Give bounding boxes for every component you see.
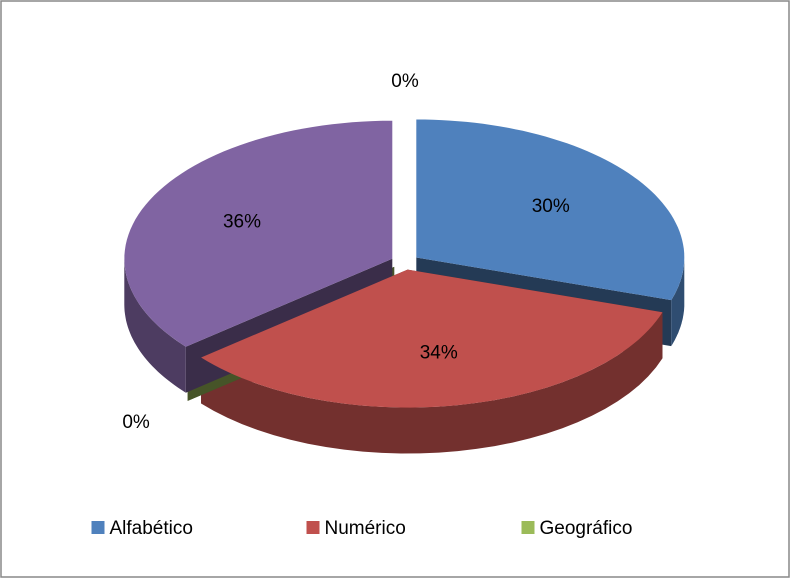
legend-swatch bbox=[306, 521, 320, 534]
slice bbox=[201, 269, 663, 408]
data-label: 34% bbox=[420, 343, 458, 364]
legend-label: Alfabético bbox=[110, 518, 193, 539]
data-label: 30% bbox=[532, 196, 570, 217]
legend-label: Numérico bbox=[325, 518, 406, 539]
data-label: 0% bbox=[391, 71, 419, 92]
legend-swatch bbox=[521, 521, 535, 534]
slice bbox=[124, 120, 393, 347]
legend-swatch bbox=[91, 521, 105, 534]
legend-label: Geográfico bbox=[540, 518, 633, 539]
slice bbox=[416, 119, 685, 301]
slice-wall bbox=[201, 312, 663, 454]
data-label: 0% bbox=[122, 412, 150, 433]
data-label: 36% bbox=[223, 211, 261, 232]
slice-wall bbox=[671, 257, 685, 347]
slice-wall bbox=[124, 258, 186, 393]
